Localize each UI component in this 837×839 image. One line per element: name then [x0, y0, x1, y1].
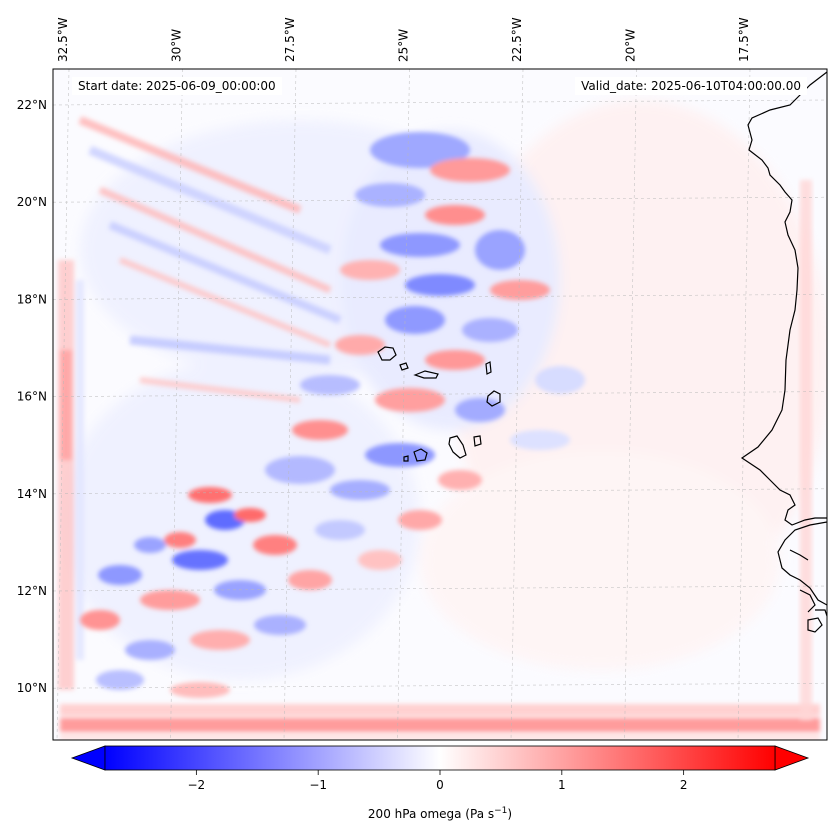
coastline	[740, 71, 827, 633]
colorbar: −2 −1 0 1 2	[70, 745, 810, 792]
colorbar-label: 200 hPa omega (Pa s−1)	[0, 806, 837, 821]
colorbar-tick-label: 2	[680, 778, 688, 792]
meridian-gridline	[624, 69, 637, 740]
longitude-tick-labels: 32.5°W 30°W 27.5°W 25°W 22.5°W 20°W 17.5°W	[56, 17, 751, 62]
island-brava	[403, 455, 409, 462]
longitude-tick-label: 30°W	[170, 29, 184, 62]
latitude-tick-label: 12°N	[17, 584, 47, 598]
africa-coastline	[740, 71, 827, 526]
meridian-gridline	[283, 69, 297, 740]
omega-top-streaks	[78, 116, 342, 403]
island-fogo	[413, 448, 428, 462]
omega-southwest-cells	[80, 487, 402, 698]
longitude-tick-label: 17.5°W	[737, 17, 751, 62]
island-maio	[473, 435, 482, 447]
colorbar-label-exponent: −1	[494, 806, 508, 816]
colorbar-tick-label: −2	[188, 778, 206, 792]
longitude-tick-label: 32.5°W	[56, 17, 70, 62]
island-sao-nicolau	[413, 370, 439, 379]
map-gridlines	[53, 69, 827, 740]
start-date-label: Start date: 2025-06-09_00:00:00	[72, 77, 282, 95]
map-frame	[52, 68, 828, 741]
omega-central-cells	[265, 132, 585, 530]
latitude-tick-labels: 22°N 20°N 18°N 16°N 14°N 12°N 10°N	[17, 98, 47, 695]
omega-right-band	[800, 180, 812, 720]
latitude-tick-label: 16°N	[17, 390, 47, 404]
colorbar-tick-label: −1	[309, 778, 327, 792]
meridian-gridline	[737, 69, 751, 740]
colorbar-min-extension	[70, 745, 106, 771]
map-panel	[53, 69, 827, 740]
valid-date-label: Valid_date: 2025-06-10T04:00:00.00	[575, 77, 807, 95]
island-sal	[485, 361, 492, 375]
longitude-tick-label: 25°W	[397, 29, 411, 62]
meridian-gridline	[56, 69, 70, 740]
latitude-tick-label: 22°N	[17, 98, 47, 112]
island-santiago	[448, 435, 467, 459]
colorbar-tick-label: 1	[558, 778, 566, 792]
cape-verde-islands	[377, 346, 501, 462]
longitude-tick-label: 22.5°W	[510, 17, 524, 62]
latitude-tick-label: 14°N	[17, 487, 47, 501]
omega-left-band	[58, 260, 84, 690]
island-santo-antao	[377, 346, 397, 361]
island-sao-vicente	[399, 362, 409, 371]
colorbar-label-prefix: 200 hPa omega (Pa s	[367, 807, 495, 821]
longitude-tick-label: 20°W	[624, 29, 638, 62]
latitude-tick-label: 18°N	[17, 292, 47, 306]
colorbar-max-extension	[774, 745, 810, 771]
omega-bottom-band	[60, 704, 820, 740]
colorbar-label-suffix: )	[507, 807, 513, 821]
latitude-tick-label: 20°N	[17, 195, 47, 209]
meridian-gridline	[397, 69, 410, 740]
colorbar-tick-label: 0	[436, 778, 444, 792]
colorbar-gradient	[104, 745, 776, 771]
meridian-gridline	[510, 69, 524, 740]
guinea-bissau-coastline	[777, 521, 827, 606]
meridian-gridline	[170, 69, 183, 740]
longitude-tick-label: 27.5°W	[283, 17, 297, 62]
colorbar-ticks: −2 −1 0 1 2	[188, 770, 688, 792]
island-boa-vista	[486, 390, 501, 407]
latitude-tick-label: 10°N	[17, 681, 47, 695]
